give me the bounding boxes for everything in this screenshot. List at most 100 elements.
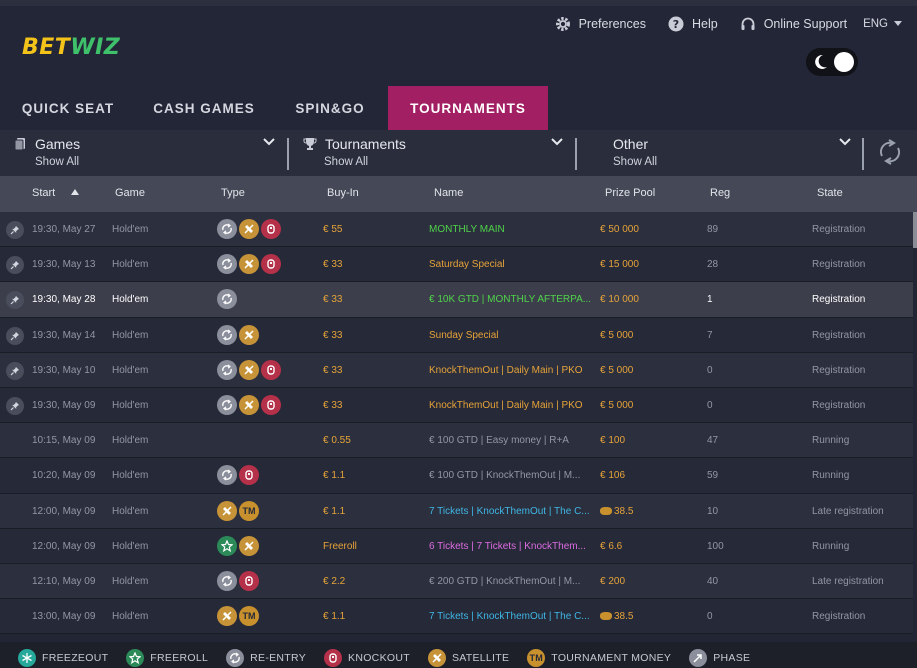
table-row[interactable]: 12:00, May 09 Hold'em TM € 1.1 7 Tickets | K… bbox=[0, 493, 913, 529]
col-state[interactable]: State bbox=[817, 187, 843, 199]
col-label: Name bbox=[434, 187, 464, 199]
reentry-icon bbox=[217, 465, 237, 486]
betwiz-logo[interactable]: BETWIZ bbox=[22, 35, 120, 60]
prize-pool: € 10 000 bbox=[600, 294, 639, 306]
tournament-name: Sunday Special bbox=[429, 329, 499, 341]
preferences-label: Preferences bbox=[578, 17, 646, 31]
col-game[interactable]: Game bbox=[115, 187, 145, 199]
pin-icon[interactable] bbox=[6, 396, 24, 415]
prize-pool: € 100 bbox=[600, 435, 626, 447]
game-type: Hold'em bbox=[112, 364, 149, 376]
knockout-icon bbox=[261, 219, 281, 239]
prize-pool: 38.5 bbox=[600, 506, 700, 517]
headset-icon bbox=[741, 17, 755, 30]
tournament-state: Registration bbox=[812, 259, 866, 271]
game-type: Hold'em bbox=[112, 329, 149, 341]
table-row[interactable]: 19:30, May 27 Hold'em € 55 MONTHLY MAIN € 50… bbox=[0, 212, 913, 248]
sort-up-icon bbox=[71, 189, 80, 195]
table-row[interactable]: 19:30, May 13 Hold'em € 33 Saturday Special… bbox=[0, 247, 913, 283]
legend-item-tm: TM TOURNAMENT MONEY bbox=[527, 649, 671, 667]
registered-count: 28 bbox=[707, 259, 719, 271]
buy-in: € 1.1 bbox=[323, 611, 346, 623]
col-name[interactable]: Name bbox=[434, 187, 463, 199]
legend-item-freeroll: FREEROLL bbox=[126, 649, 208, 667]
table-row[interactable]: 13:00, May 09 Hold'em TM € 1.1 7 Tickets | K… bbox=[0, 599, 913, 635]
game-type: Hold'em bbox=[112, 294, 149, 306]
pin-icon[interactable] bbox=[6, 256, 24, 275]
caret-down-icon bbox=[894, 21, 902, 26]
tab-tournaments[interactable]: TOURNAMENTS bbox=[388, 86, 548, 130]
tournament-state: Registration bbox=[812, 224, 866, 235]
pin-icon[interactable] bbox=[6, 291, 24, 310]
other-filter[interactable]: Other Show All bbox=[613, 130, 853, 176]
registered-count: 0 bbox=[707, 364, 713, 376]
pin-icon[interactable] bbox=[6, 326, 24, 345]
table-row[interactable]: 10:20, May 09 Hold'em € 1.1 € 100 GTD | Kno… bbox=[0, 458, 913, 494]
tournament-name: 6 Tickets | 7 Tickets | KnockThem... bbox=[429, 540, 586, 552]
game-type: Hold'em bbox=[112, 575, 149, 587]
games-filter-title: Games bbox=[14, 136, 80, 152]
tab-quick-seat[interactable]: QUICK SEAT bbox=[0, 86, 136, 130]
col-reg[interactable]: Reg bbox=[710, 187, 730, 199]
tournament-name: Saturday Special bbox=[429, 259, 505, 271]
logo-part-wiz: WIZ bbox=[70, 35, 121, 60]
tournament-money-icon bbox=[600, 612, 612, 621]
type-icons bbox=[217, 570, 259, 591]
legend-label: PHASE bbox=[713, 652, 751, 664]
games-filter[interactable]: Games Show All bbox=[14, 130, 280, 176]
table-row[interactable]: 10:15, May 09 Hold'em € 0.55 € 100 GTD | Ea… bbox=[0, 423, 913, 459]
reentry-icon bbox=[217, 359, 237, 380]
col-start[interactable]: Start bbox=[32, 187, 80, 199]
games-filter-label: Games bbox=[35, 136, 81, 152]
type-icons bbox=[217, 465, 259, 486]
satellite-icon bbox=[239, 359, 259, 380]
buy-in: € 33 bbox=[323, 329, 343, 341]
registered-count: 100 bbox=[707, 540, 724, 552]
language-selector[interactable]: ENG bbox=[863, 18, 903, 30]
type-icons bbox=[217, 535, 259, 556]
col-label: Game bbox=[115, 187, 145, 199]
buy-in: € 33 bbox=[323, 294, 343, 306]
table-row[interactable]: 19:30, May 14 Hold'em € 33 Sunday Special € … bbox=[0, 317, 913, 353]
start-time: 12:00, May 09 bbox=[32, 540, 96, 552]
table-row[interactable]: 19:30, May 09 Hold'em € 33 KnockThemOut | D… bbox=[0, 387, 913, 424]
moon-icon bbox=[815, 54, 827, 69]
tournament-name: KnockThemOut | Daily Main | PKO bbox=[429, 399, 583, 411]
refresh-icon[interactable] bbox=[877, 138, 903, 166]
satellite-icon bbox=[239, 219, 259, 239]
pin-icon[interactable] bbox=[6, 361, 24, 380]
table-row[interactable]: 12:00, May 09 Hold'em Freeroll 6 Tickets | … bbox=[0, 528, 913, 564]
tournament-name: KnockThemOut | Daily Main | PKO bbox=[429, 364, 583, 376]
tournament-name: MONTHLY MAIN bbox=[429, 224, 505, 235]
reentry-icon bbox=[217, 289, 237, 310]
tab-cash-games[interactable]: CASH GAMES bbox=[136, 86, 272, 130]
reentry-icon bbox=[217, 570, 237, 591]
help-icon: ? bbox=[668, 16, 684, 32]
table-row[interactable]: 19:30, May 10 Hold'em € 33 KnockThemOut | D… bbox=[0, 352, 913, 388]
pin-icon[interactable] bbox=[6, 221, 24, 239]
tab-spin-and-go[interactable]: SPIN&GO bbox=[272, 86, 388, 130]
satellite-icon bbox=[239, 324, 259, 345]
filter-bar: Games Show All Tournaments Show All Othe… bbox=[0, 130, 917, 176]
tournament-name: € 100 GTD | KnockThemOut | M... bbox=[429, 470, 581, 482]
game-type: Hold'em bbox=[112, 435, 149, 447]
col-prize-pool[interactable]: Prize Pool bbox=[605, 187, 655, 199]
type-icons: TM bbox=[217, 500, 259, 521]
scrollbar[interactable] bbox=[913, 212, 917, 248]
games-filter-value: Show All bbox=[35, 156, 80, 168]
tournaments-filter[interactable]: Tournaments Show All bbox=[303, 130, 565, 176]
table-row[interactable]: 12:10, May 09 Hold'em € 2.2 € 200 GTD | Kno… bbox=[0, 563, 913, 600]
table-row[interactable]: 19:30, May 28 Hold'em € 33 € 10K GTD | MONT… bbox=[0, 282, 913, 318]
theme-toggle[interactable] bbox=[806, 48, 858, 76]
online-support-link[interactable]: Online Support bbox=[740, 16, 847, 32]
cards-icon bbox=[14, 138, 25, 151]
help-link[interactable]: ? Help bbox=[668, 16, 718, 32]
preferences-link[interactable]: Preferences bbox=[555, 16, 646, 32]
col-type[interactable]: Type bbox=[221, 187, 245, 199]
online-support-label: Online Support bbox=[763, 17, 848, 31]
prize-pool: € 5 000 bbox=[600, 329, 634, 341]
registered-count: 1 bbox=[707, 294, 713, 306]
tournaments-filter-title: Tournaments bbox=[303, 136, 406, 152]
table-header: Start Game Type Buy-In Name Prize Pool R… bbox=[0, 176, 917, 212]
col-buyin[interactable]: Buy-In bbox=[327, 187, 359, 199]
